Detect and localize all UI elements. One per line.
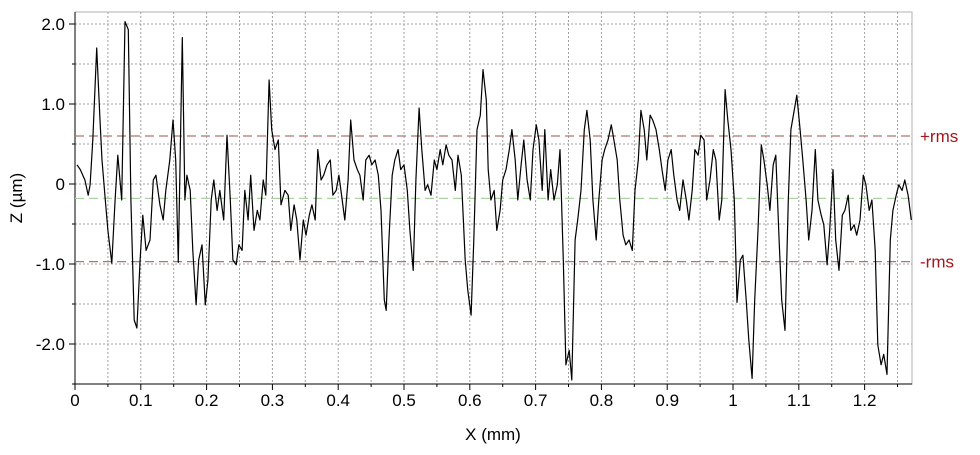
x-tick-label: 0.3 (261, 391, 285, 410)
y-tick-label: 2.0 (41, 15, 65, 34)
x-tick-label: 0.4 (326, 391, 350, 410)
x-tick-label: 0.5 (392, 391, 416, 410)
x-tick-label: 0.9 (655, 391, 679, 410)
x-tick-label: 0.7 (524, 391, 548, 410)
x-tick-label: 0.1 (129, 391, 153, 410)
x-tick-label: 0.6 (458, 391, 482, 410)
reference-label: -rms (920, 253, 954, 272)
reference-label: +rms (920, 127, 958, 146)
y-tick-label: -2.0 (36, 335, 65, 354)
x-tick-label: 0.2 (195, 391, 219, 410)
y-tick-label: -1.0 (36, 255, 65, 274)
x-tick-label: 1.1 (787, 391, 811, 410)
y-axis-label: Z (µm) (7, 173, 26, 223)
x-tick-label: 1 (728, 391, 737, 410)
x-tick-label: 0 (70, 391, 79, 410)
y-tick-label: 1.0 (41, 95, 65, 114)
x-axis-label: X (mm) (465, 425, 521, 444)
x-tick-label: 1.2 (853, 391, 877, 410)
profile-line (76, 21, 912, 381)
plot-frame (74, 11, 913, 385)
y-tick-label: 0 (56, 175, 65, 194)
x-tick-label: 0.8 (590, 391, 614, 410)
